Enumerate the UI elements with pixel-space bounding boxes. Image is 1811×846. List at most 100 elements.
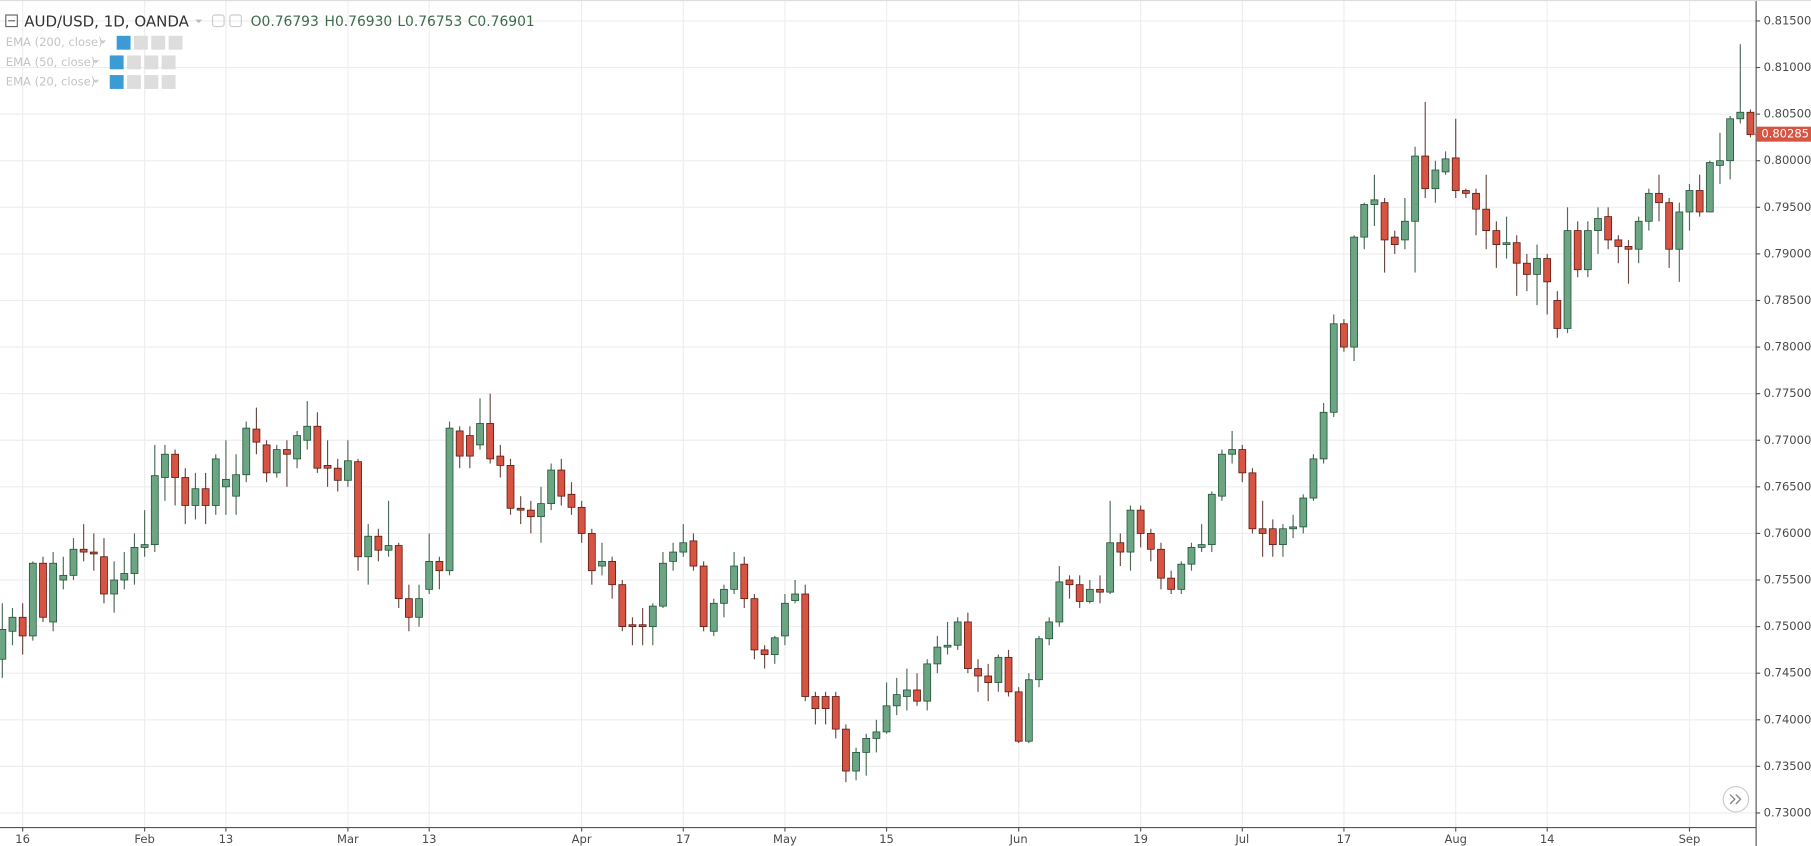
- candle-body: [49, 562, 58, 623]
- remove-button[interactable]: [168, 35, 183, 50]
- more-button[interactable]: [151, 35, 166, 50]
- candle: [831, 691, 840, 739]
- candle: [506, 458, 515, 515]
- x-tick-label: Jul: [1234, 832, 1249, 846]
- remove-button[interactable]: [161, 55, 176, 70]
- candle-body: [831, 696, 840, 730]
- candle-body: [89, 551, 98, 555]
- more-button[interactable]: [144, 55, 159, 70]
- settings-button[interactable]: [133, 35, 148, 50]
- candle-body: [567, 493, 576, 508]
- candle-body: [242, 427, 251, 476]
- candle-body: [720, 588, 728, 604]
- candle: [577, 500, 586, 543]
- dropdown-arrow[interactable]: [195, 19, 203, 24]
- candle: [293, 430, 301, 469]
- candle: [1299, 494, 1308, 534]
- candle: [1462, 188, 1470, 198]
- dropdown-arrow[interactable]: [92, 60, 100, 64]
- visibility-button[interactable]: [109, 75, 124, 89]
- candle-body: [1594, 218, 1602, 232]
- candle: [283, 440, 291, 487]
- candle-body: [1319, 411, 1328, 460]
- candle: [1177, 561, 1186, 594]
- candle: [8, 607, 17, 646]
- visibility-button[interactable]: [109, 55, 124, 70]
- collapse-button[interactable]: [5, 14, 18, 28]
- scroll-button-circle[interactable]: [1722, 785, 1750, 813]
- low-label: L0.76753: [397, 14, 462, 30]
- candle: [1075, 575, 1084, 608]
- axes: 0.73000 0.73500 0.74000 0.74500 0.75000 0.755…: [15, 13, 1811, 846]
- candle: [1207, 491, 1216, 553]
- candle-body: [730, 565, 738, 590]
- candle: [455, 426, 464, 469]
- visibility-button[interactable]: [116, 35, 131, 50]
- candle-body: [1035, 638, 1043, 681]
- candle-body: [415, 598, 423, 618]
- candle: [587, 528, 596, 585]
- candle-body: [140, 544, 149, 548]
- candle: [201, 472, 210, 525]
- source-button[interactable]: [229, 14, 242, 28]
- settings-button[interactable]: [127, 75, 141, 89]
- high-label: H0.76930: [325, 14, 393, 30]
- indicator-label[interactable]: EMA (20, close): [6, 75, 96, 89]
- candle-body: [1177, 563, 1186, 590]
- candle: [1218, 449, 1226, 501]
- candle-body: [1411, 155, 1419, 222]
- candle-body: [872, 731, 881, 739]
- candle-body: [8, 616, 17, 632]
- candle-body: [1644, 192, 1653, 222]
- candle: [1431, 160, 1440, 203]
- candle: [669, 542, 677, 571]
- candle: [1187, 542, 1196, 571]
- indicator-label[interactable]: EMA (50, close): [6, 55, 96, 69]
- candle-body: [1573, 230, 1582, 271]
- candle-body: [1451, 157, 1460, 191]
- candle-body: [516, 507, 525, 511]
- candle-body: [201, 488, 210, 506]
- dropdown-arrow[interactable]: [92, 79, 100, 84]
- candle: [232, 454, 240, 515]
- indicator-label[interactable]: EMA (200, close): [6, 35, 103, 49]
- candle-body: [293, 435, 301, 460]
- candle: [89, 533, 98, 571]
- candle-body: [526, 509, 535, 518]
- candle-body: [100, 556, 108, 595]
- y-tick-label: 0.74500: [1764, 666, 1811, 680]
- candle: [720, 584, 728, 618]
- candle-body: [69, 548, 78, 576]
- candle: [821, 691, 830, 725]
- close-label: C0.76901: [468, 14, 535, 30]
- x-tick-label: 16: [15, 832, 30, 846]
- scroll-icon: [1729, 794, 1742, 805]
- more-button[interactable]: [144, 75, 159, 89]
- candle-body: [405, 598, 413, 618]
- candle: [59, 556, 68, 590]
- candle-body: [161, 453, 169, 478]
- candle: [435, 556, 444, 590]
- settings-button[interactable]: [127, 55, 141, 70]
- candle-body: [1512, 242, 1521, 264]
- candle-body: [333, 467, 342, 481]
- x-tick-label: 17: [676, 832, 691, 846]
- candle-body: [283, 449, 291, 455]
- candle-body: [1055, 581, 1064, 623]
- candle: [1634, 216, 1643, 264]
- y-tick-label: 0.73500: [1764, 759, 1811, 773]
- candle: [1675, 202, 1684, 282]
- settings-button[interactable]: [211, 14, 225, 28]
- candle-body: [1655, 192, 1663, 204]
- grid: [0, 0, 1756, 827]
- dropdown-arrow[interactable]: [99, 40, 107, 44]
- scroll-to-latest-button[interactable]: [1722, 785, 1750, 813]
- candle: [1228, 430, 1236, 464]
- remove-button[interactable]: [161, 75, 176, 89]
- candle-body: [79, 548, 88, 553]
- candle-body: [303, 425, 312, 441]
- candle: [171, 449, 179, 506]
- candle-body: [435, 560, 444, 572]
- candle: [1360, 202, 1369, 250]
